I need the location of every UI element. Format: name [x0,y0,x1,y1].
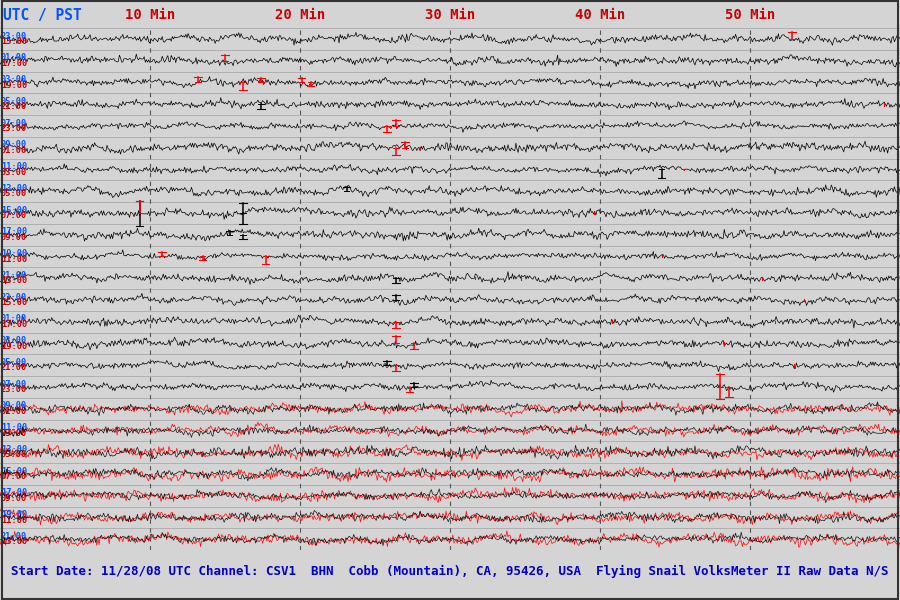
Text: 13:00: 13:00 [1,277,27,286]
Text: 50 Min: 50 Min [724,8,775,22]
Text: 13:00: 13:00 [1,445,27,454]
Text: 15:00: 15:00 [1,298,27,307]
Text: 03:00: 03:00 [1,168,27,177]
Text: 09:00: 09:00 [1,494,27,503]
Text: 05:00: 05:00 [1,358,27,367]
Text: 01:00: 01:00 [1,146,27,155]
Text: 11:00: 11:00 [1,255,27,264]
Text: 07:00: 07:00 [1,211,27,220]
Text: 19:00: 19:00 [1,81,27,90]
Text: 13:00: 13:00 [1,184,27,193]
Text: 09:00: 09:00 [1,233,27,242]
Text: 15:00: 15:00 [1,206,27,215]
Text: 05:00: 05:00 [1,97,27,106]
Text: 17:00: 17:00 [1,488,27,497]
Text: 07:00: 07:00 [1,472,27,481]
Text: 05:00: 05:00 [1,451,27,460]
Text: 01:00: 01:00 [1,314,27,323]
Text: 17:00: 17:00 [1,227,27,236]
Text: 23:00: 23:00 [1,293,27,302]
Text: 03:00: 03:00 [1,336,27,345]
Text: 15:00: 15:00 [1,467,27,476]
Text: 21:00: 21:00 [1,103,27,112]
Text: 23:00: 23:00 [1,124,27,133]
Text: 11:00: 11:00 [1,516,27,525]
Text: 13:00: 13:00 [1,538,27,547]
Text: 40 Min: 40 Min [575,8,626,22]
Text: 11:00: 11:00 [1,423,27,432]
Text: 19:00: 19:00 [1,510,27,519]
Text: 03:00: 03:00 [1,429,27,438]
Text: 03:00: 03:00 [1,75,27,84]
Text: 17:00: 17:00 [1,320,27,329]
Text: Start Date: 11/28/08 UTC Channel: CSV1  BHN  Cobb (Mountain), CA, 95426, USA  Fl: Start Date: 11/28/08 UTC Channel: CSV1 B… [11,565,889,578]
Text: 21:00: 21:00 [1,532,27,541]
Text: 09:00: 09:00 [1,140,27,149]
Text: 30 Min: 30 Min [425,8,475,22]
Text: 10 Min: 10 Min [125,8,176,22]
Text: 15:00: 15:00 [1,37,27,46]
Text: UTC / PST: UTC / PST [3,8,81,23]
Text: 21:00: 21:00 [1,271,27,280]
Text: 07:00: 07:00 [1,119,27,128]
Text: 19:00: 19:00 [1,249,27,258]
Text: 23:00: 23:00 [1,385,27,394]
Text: 11:00: 11:00 [1,162,27,171]
Text: 20 Min: 20 Min [274,8,325,22]
Text: 19:00: 19:00 [1,342,27,351]
Text: 01:00: 01:00 [1,407,27,416]
Text: 17:00: 17:00 [1,59,27,68]
Text: 09:00: 09:00 [1,401,27,410]
Text: 07:00: 07:00 [1,380,27,389]
Text: 05:00: 05:00 [1,190,27,199]
Text: 23:00: 23:00 [1,32,27,41]
Text: 21:00: 21:00 [1,364,27,373]
Text: 01:00: 01:00 [1,53,27,62]
